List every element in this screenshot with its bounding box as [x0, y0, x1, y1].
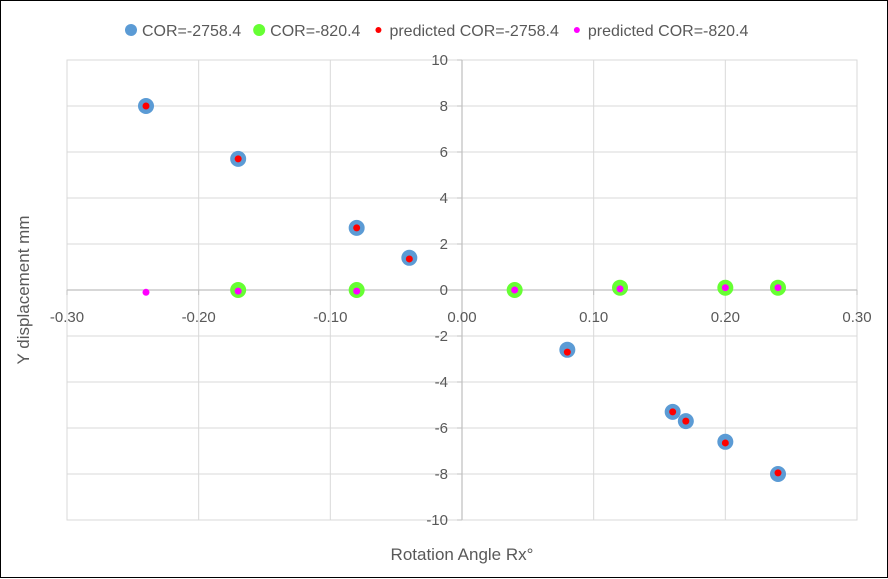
point-predicted-cor-820-4 [142, 288, 150, 296]
y-tick-label: -8 [435, 466, 448, 483]
tick-labels: -0.30 -0.20 -0.10 0.00 0.10 0.20 0.30 -10 -8 -6 -4… [50, 52, 872, 529]
point-predicted-cor-820-4 [721, 284, 729, 292]
legend: COR=-2758.4 COR=-820.4 predicted COR=-2758… [125, 23, 749, 40]
y-tick-label: 2 [440, 236, 448, 253]
legend-label-predicted-cor-2758-4: predicted COR=-2758.4 [389, 23, 559, 40]
point-predicted-cor-2758-4 [234, 155, 242, 163]
y-tick-label: 10 [431, 52, 448, 69]
point-predicted-cor-820-4 [353, 287, 361, 295]
point-predicted-cor-2758-4 [721, 439, 729, 447]
y-axis-title: Y displacement mm [14, 216, 33, 365]
y-tick-label: -4 [435, 374, 448, 391]
x-axis-title: Rotation Angle Rx° [391, 545, 534, 564]
point-predicted-cor-820-4 [511, 286, 519, 294]
x-tick-label: 0.10 [579, 309, 608, 326]
y-tick-label: 8 [440, 98, 448, 115]
legend-label-cor-820-4: COR=-820.4 [270, 23, 360, 40]
x-tick-label: 0.30 [842, 309, 871, 326]
legend-marker-cor-2758-4 [125, 24, 137, 36]
data-points [138, 98, 786, 482]
legend-marker-predicted-cor-2758-4 [375, 27, 382, 33]
legend-marker-cor-820-4 [253, 24, 266, 36]
point-predicted-cor-820-4 [774, 284, 782, 292]
axes [66, 59, 858, 521]
y-tick-label: -2 [435, 328, 448, 345]
point-predicted-cor-2758-4 [563, 348, 571, 356]
point-predicted-cor-2758-4 [405, 255, 413, 263]
x-tick-label: -0.30 [50, 309, 84, 326]
y-tick-label: -6 [435, 420, 448, 437]
legend-marker-predicted-cor-820-4 [573, 27, 580, 33]
point-predicted-cor-2758-4 [353, 224, 361, 232]
x-tick-label: -0.20 [182, 309, 216, 326]
y-tick-label: 4 [440, 190, 448, 207]
y-tick-label: 6 [440, 144, 448, 161]
x-tick-label: -0.10 [313, 309, 347, 326]
y-tick-label: 0 [440, 282, 448, 299]
y-tick-label: -10 [426, 512, 448, 529]
x-tick-label: 0.20 [711, 309, 740, 326]
point-predicted-cor-820-4 [616, 285, 624, 293]
point-predicted-cor-2758-4 [682, 417, 690, 425]
point-predicted-cor-2758-4 [669, 408, 677, 416]
legend-label-predicted-cor-820-4: predicted COR=-820.4 [588, 23, 749, 40]
point-predicted-cor-820-4 [234, 287, 242, 295]
legend-label-cor-2758-4: COR=-2758.4 [142, 23, 241, 40]
point-predicted-cor-2758-4 [142, 102, 150, 110]
point-predicted-cor-2758-4 [774, 469, 782, 477]
x-tick-label: 0.00 [447, 309, 476, 326]
